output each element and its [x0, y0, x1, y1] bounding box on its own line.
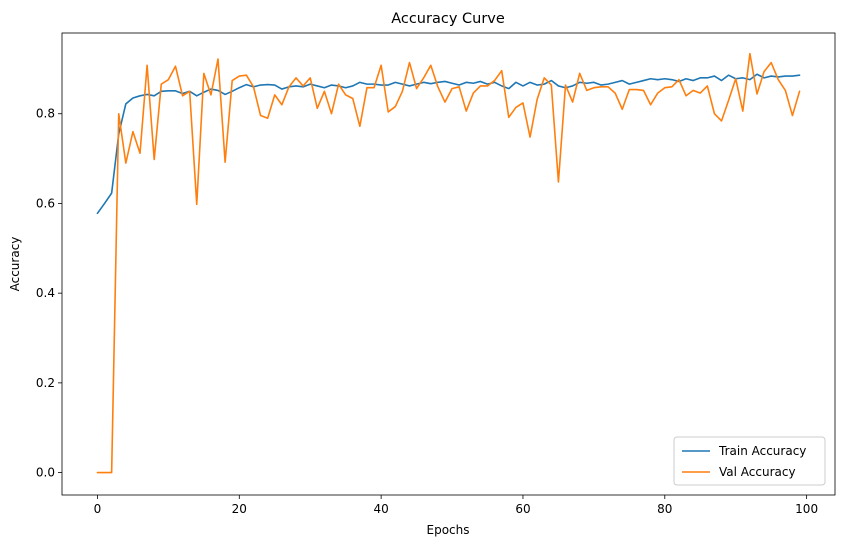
legend-label: Val Accuracy	[719, 465, 796, 479]
legend: Train Accuracy Val Accuracy	[673, 436, 826, 486]
series-line-train-accuracy	[96, 73, 801, 215]
y-tick-label: 0.4	[36, 286, 55, 300]
x-tick-label: 80	[657, 502, 672, 516]
series-line-val-accuracy	[96, 52, 801, 474]
x-axis-label: Epochs	[427, 523, 470, 537]
axes-frame	[61, 32, 836, 496]
y-axis-label: Accuracy	[8, 237, 22, 292]
y-tick-label: 0.6	[36, 196, 55, 210]
y-tick-label: 0.2	[36, 376, 55, 390]
legend-label: Train Accuracy	[718, 444, 806, 458]
y-tick-label: 0.0	[36, 466, 55, 480]
x-tick-label: 20	[232, 502, 247, 516]
x-tick-label: 100	[795, 502, 818, 516]
x-tick-label: 0	[94, 502, 102, 516]
legend-box	[673, 436, 826, 486]
plot-area: 0 20 40 60 80 100 0.0 0.2 0.4 0.6 0.8	[36, 32, 836, 516]
chart-title: Accuracy Curve	[391, 11, 505, 27]
x-tick-label: 60	[515, 502, 530, 516]
y-tick-label: 0.8	[36, 107, 55, 121]
x-tick-label: 40	[373, 502, 388, 516]
